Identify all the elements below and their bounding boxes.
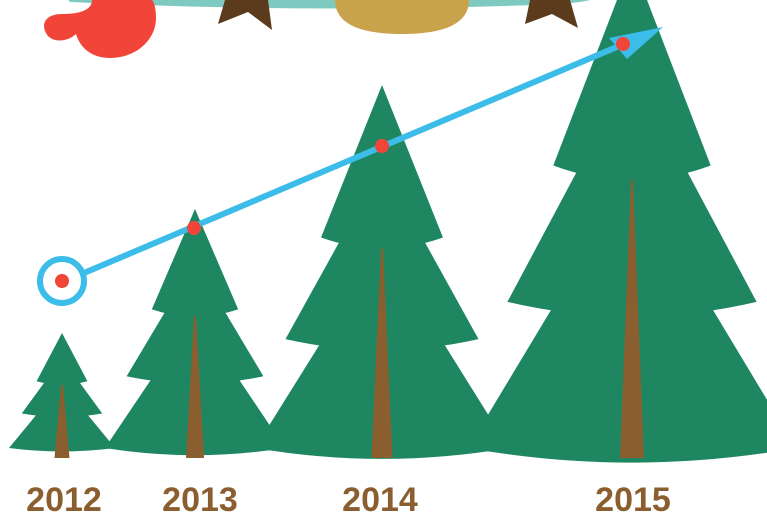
year-label-2013: 2013 xyxy=(162,481,238,517)
trend-line xyxy=(81,32,648,276)
start-ring xyxy=(37,256,87,306)
decorations xyxy=(44,0,591,58)
tree-bars xyxy=(9,0,767,463)
year-label-2015: 2015 xyxy=(595,481,671,517)
marker-2013 xyxy=(187,221,201,235)
marker-2014 xyxy=(375,139,389,153)
ornament-icon xyxy=(335,0,469,34)
ribbon-icon xyxy=(525,0,578,28)
mitten-icon xyxy=(44,0,156,58)
trend-arrow xyxy=(37,27,663,306)
arrow-head-icon xyxy=(609,27,663,59)
marker-2012 xyxy=(55,274,69,288)
year-label-2014: 2014 xyxy=(342,481,418,517)
marker-2015 xyxy=(616,37,630,51)
year-label-2012: 2012 xyxy=(26,481,102,517)
pine-tree-icon xyxy=(255,85,509,459)
pine-tree-icon xyxy=(9,333,115,458)
pine-tree-icon xyxy=(105,209,285,458)
year-labels: 2012 2013 2014 2015 xyxy=(26,481,671,517)
pine-tree-icon xyxy=(468,0,767,463)
ribbon-icon xyxy=(218,0,272,30)
